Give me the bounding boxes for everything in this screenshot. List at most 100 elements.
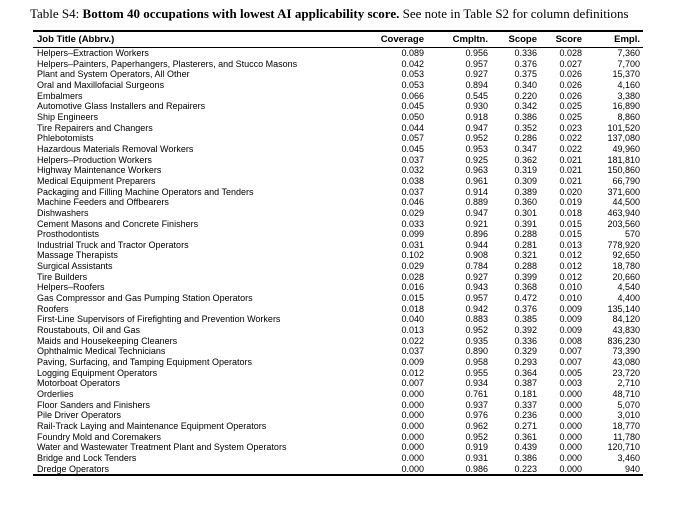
job-title-cell: Foundry Mold and Coremakers xyxy=(37,431,162,442)
job-title-cell: Orderlies xyxy=(37,389,74,399)
value-cell: 0.040 xyxy=(401,314,424,325)
value-cell: 0.336 xyxy=(514,48,537,58)
table-row: Ship Engineers 0.050 0.918 0.386 0.025 8,860 xyxy=(33,112,643,123)
value-cell: 0.236 xyxy=(514,410,537,421)
value-cell: 0.099 xyxy=(401,229,424,240)
value-cell: 0.952 xyxy=(465,133,488,144)
value-cell: 0.025 xyxy=(559,101,582,112)
table-header-row: Job Title (Abbrv.) Coverage Cmpltn. Scope Sc… xyxy=(33,31,643,48)
value-cell: 73,390 xyxy=(612,346,640,357)
col-header-scope: Scope xyxy=(488,31,537,48)
paper-page: Table S4: Bottom 40 occupations with low… xyxy=(30,6,643,477)
value-cell: 203,560 xyxy=(607,218,640,229)
value-cell: 0.018 xyxy=(559,207,582,218)
value-cell: 0.288 xyxy=(514,229,537,240)
job-title-cell: Helpers–Extraction Workers xyxy=(37,48,149,58)
value-cell: 0.029 xyxy=(401,207,424,218)
value-cell: 0.376 xyxy=(514,58,537,69)
value-cell: 0.958 xyxy=(465,357,488,368)
table-row: Machine Feeders and Offbearers 0.046 0.889… xyxy=(33,197,643,208)
table-row: Surgical Assistants 0.029 0.784 0.288 0.012 1… xyxy=(33,261,643,272)
value-cell: 66,790 xyxy=(612,175,640,186)
value-cell: 0.053 xyxy=(401,79,424,90)
value-cell: 0.955 xyxy=(465,367,488,378)
table-row: Maids and Housekeeping Cleaners 0.022 0.93… xyxy=(33,336,643,347)
value-cell: 48,710 xyxy=(612,389,640,399)
value-cell: 0.007 xyxy=(559,346,582,357)
value-cell: 0.340 xyxy=(514,79,537,90)
value-cell: 0.022 xyxy=(559,133,582,144)
value-cell: 0.387 xyxy=(514,378,537,389)
job-title-cell: Medical Equipment Preparers xyxy=(37,175,156,186)
value-cell: 0.012 xyxy=(559,250,582,261)
table-caption-title: Bottom 40 occupations with lowest AI app… xyxy=(82,6,400,21)
value-cell: 0.392 xyxy=(514,325,537,336)
value-cell: 0.019 xyxy=(559,197,582,208)
value-cell: 0.889 xyxy=(465,197,488,208)
value-cell: 0.761 xyxy=(465,389,488,399)
job-title-cell: Massage Therapists xyxy=(37,250,118,261)
table-row: First-Line Supervisors of Firefighting a… xyxy=(33,314,643,325)
value-cell: 0.956 xyxy=(465,48,488,58)
job-title-cell: Helpers–Painters, Paperhangers, Plastere… xyxy=(37,58,298,69)
table-row: Helpers–Roofers 0.016 0.943 0.368 0.010 4,540 xyxy=(33,282,643,293)
value-cell: 0.008 xyxy=(559,335,582,346)
value-cell: 0.376 xyxy=(514,303,537,314)
value-cell: 570 xyxy=(624,229,640,240)
table-row: Phlebotomists 0.057 0.952 0.286 0.022 137,080 xyxy=(33,133,643,144)
value-cell: 0.181 xyxy=(514,389,537,399)
job-title-cell: Motorboat Operators xyxy=(37,378,121,389)
value-cell: 0.015 xyxy=(559,218,582,229)
value-cell: 0.000 xyxy=(559,431,582,442)
value-cell: 43,080 xyxy=(612,357,640,368)
job-title-cell: Highway Maintenance Workers xyxy=(37,165,162,176)
value-cell: 0.925 xyxy=(465,154,488,165)
table-row: Packaging and Filling Machine Operators … xyxy=(33,187,643,198)
value-cell: 43,830 xyxy=(612,325,640,336)
value-cell: 0.012 xyxy=(401,367,424,378)
value-cell: 4,540 xyxy=(617,282,640,293)
value-cell: 18,770 xyxy=(612,420,640,431)
value-cell: 0.045 xyxy=(401,143,424,154)
value-cell: 11,780 xyxy=(613,431,640,442)
job-title-cell: Embalmers xyxy=(37,90,83,101)
value-cell: 0.000 xyxy=(401,442,424,453)
table-row: Automotive Glass Installers and Repairer… xyxy=(33,101,643,112)
value-cell: 0.000 xyxy=(559,399,582,410)
job-title-cell: Roofers xyxy=(37,303,69,314)
value-cell: 0.005 xyxy=(559,367,582,378)
value-cell: 0.360 xyxy=(514,197,537,208)
value-cell: 0.963 xyxy=(465,165,488,176)
value-cell: 0.309 xyxy=(514,175,537,186)
value-cell: 0.347 xyxy=(514,143,537,154)
value-cell: 0.046 xyxy=(401,197,424,208)
value-cell: 0.000 xyxy=(401,431,424,442)
value-cell: 778,920 xyxy=(607,239,640,250)
job-title-cell: Cement Masons and Concrete Finishers xyxy=(37,218,199,229)
value-cell: 0.337 xyxy=(514,399,537,410)
table-row: Gas Compressor and Gas Pumping Station O… xyxy=(33,293,643,304)
value-cell: 84,120 xyxy=(612,314,640,325)
col-header-score: Score xyxy=(537,31,582,48)
value-cell: 0.000 xyxy=(559,452,582,463)
job-title-cell: Water and Wastewater Treatment Plant and… xyxy=(37,442,287,453)
value-cell: 0.952 xyxy=(465,325,488,336)
value-cell: 0.013 xyxy=(401,325,424,336)
table-row: Highway Maintenance Workers 0.032 0.963 0.3… xyxy=(33,165,643,176)
value-cell: 0.919 xyxy=(465,442,488,453)
value-cell: 92,650 xyxy=(612,250,640,261)
value-cell: 44,500 xyxy=(612,197,640,208)
table-row: Industrial Truck and Tractor Operators 0.… xyxy=(33,240,643,251)
value-cell: 0.045 xyxy=(401,101,424,112)
value-cell: 135,140 xyxy=(607,303,640,314)
value-cell: 0.364 xyxy=(514,367,537,378)
job-title-cell: Dishwashers xyxy=(37,207,89,218)
value-cell: 0.009 xyxy=(559,314,582,325)
value-cell: 0.386 xyxy=(514,452,537,463)
value-cell: 150,860 xyxy=(607,165,640,176)
value-cell: 0.000 xyxy=(401,389,424,399)
value-cell: 23,720 xyxy=(612,367,640,378)
job-title-cell: Plant and System Operators, All Other xyxy=(37,69,190,80)
value-cell: 0.914 xyxy=(465,186,488,197)
value-cell: 0.389 xyxy=(514,186,537,197)
